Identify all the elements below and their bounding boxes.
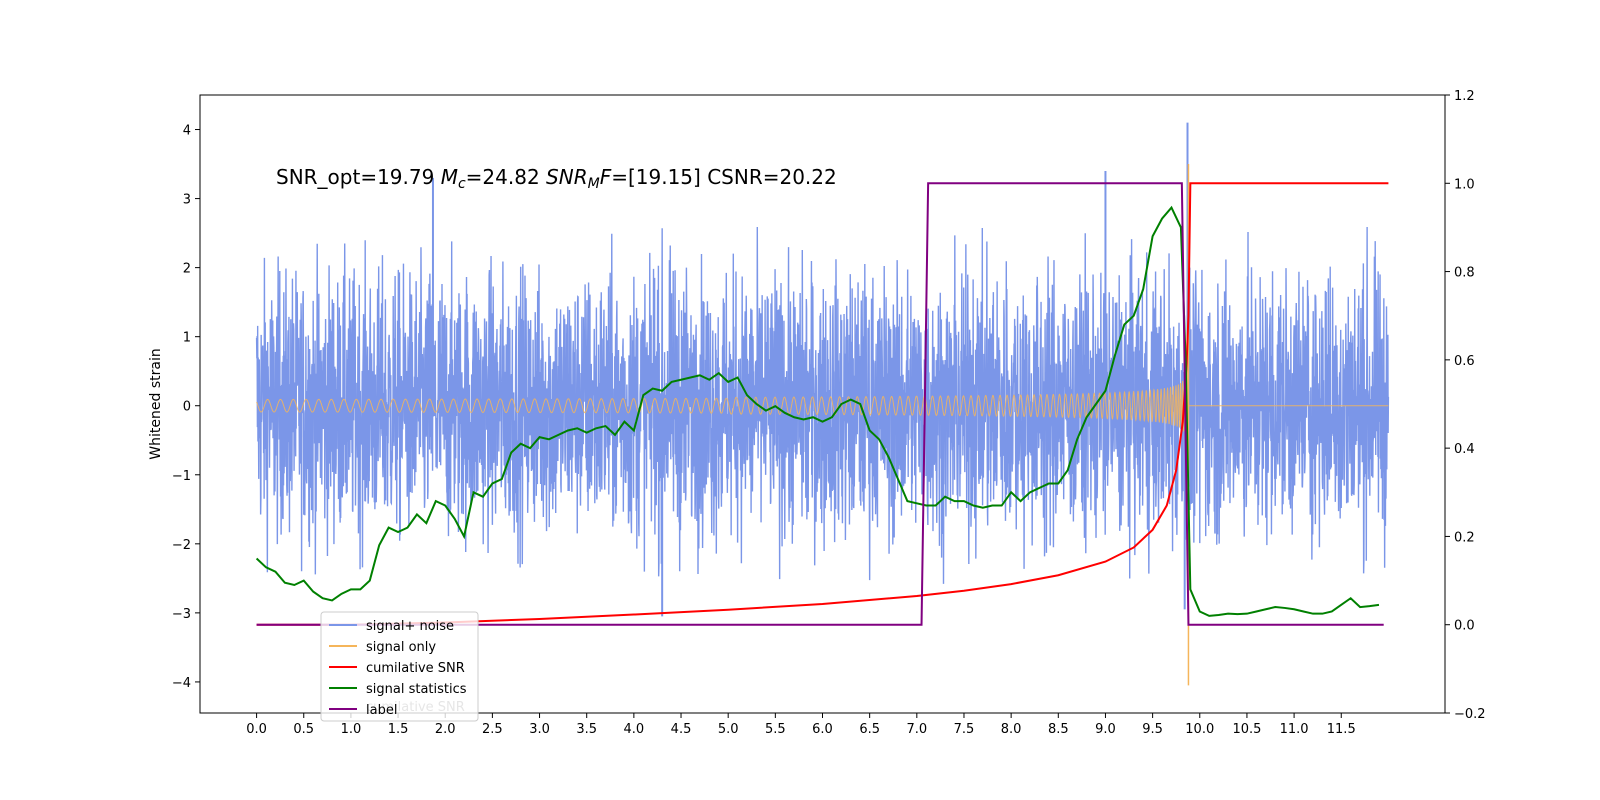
x-tick-label: 0.5 bbox=[293, 722, 314, 737]
snr-annotation: SNR_opt=19.79 Mc=24.82 SNRMF=[19.15] CSN… bbox=[276, 165, 837, 192]
x-tick-label: 11.0 bbox=[1280, 722, 1309, 737]
legend-ghost-text: cumilative SNR bbox=[366, 700, 465, 715]
noise-line bbox=[255, 227, 1390, 584]
legend-label: signal statistics bbox=[366, 682, 467, 697]
y-axis-right: −0.2 0.0 0.2 0.4 0.6 0.8 1.0 1.2 bbox=[1445, 89, 1486, 722]
x-tick-label: 0.0 bbox=[246, 722, 267, 737]
y2-tick-label: −0.2 bbox=[1454, 707, 1486, 722]
x-tick-label: 4.0 bbox=[624, 722, 645, 737]
x-tick-label: 10.5 bbox=[1232, 722, 1261, 737]
legend: cumilative SNR signal+ noise signal only c… bbox=[320, 611, 479, 722]
y2-tick-label: 0.6 bbox=[1454, 354, 1475, 369]
x-tick-label: 10.0 bbox=[1185, 722, 1214, 737]
label-line bbox=[256, 182, 1384, 626]
x-tick-label: 3.5 bbox=[576, 722, 597, 737]
y2-tick-label: 0.2 bbox=[1454, 530, 1475, 545]
x-axis: 0.0 0.5 1.0 1.5 2.0 2.5 3.0 3.5 4.0 4.5 5.0 5.5 6.0 6… bbox=[246, 713, 1356, 737]
y-tick-label: 1 bbox=[183, 331, 191, 346]
y-tick-label: 4 bbox=[183, 124, 191, 139]
x-tick-label: 6.0 bbox=[812, 722, 833, 737]
y2-tick-label: 0.4 bbox=[1454, 442, 1475, 457]
y-tick-label: 0 bbox=[183, 400, 191, 415]
x-tick-label: 1.0 bbox=[341, 722, 362, 737]
y-tick-label: −2 bbox=[172, 538, 191, 553]
x-tick-label: 7.5 bbox=[954, 722, 975, 737]
y2-tick-label: 1.2 bbox=[1454, 89, 1475, 104]
y-tick-label: −3 bbox=[172, 607, 191, 622]
y2-tick-label: 1.0 bbox=[1454, 177, 1475, 192]
y-tick-label: −1 bbox=[172, 469, 191, 484]
x-tick-label: 2.0 bbox=[435, 722, 456, 737]
x-tick-label: 2.5 bbox=[482, 722, 503, 737]
x-tick-label: 8.0 bbox=[1001, 722, 1022, 737]
legend-label: cumilative SNR bbox=[366, 661, 465, 676]
x-tick-label: 9.5 bbox=[1142, 722, 1163, 737]
x-tick-label: 6.5 bbox=[859, 722, 880, 737]
y-tick-label: 2 bbox=[183, 262, 191, 277]
x-tick-label: 4.5 bbox=[671, 722, 692, 737]
signal-statistics-line bbox=[255, 205, 1380, 617]
y-axis-left: −4 −3 −2 −1 0 1 2 3 4 bbox=[172, 124, 200, 691]
x-tick-label: 5.0 bbox=[718, 722, 739, 737]
legend-label: signal+ noise bbox=[366, 619, 454, 634]
x-tick-label: 9.0 bbox=[1095, 722, 1116, 737]
x-tick-label: 7.0 bbox=[906, 722, 927, 737]
y2-tick-label: 0.0 bbox=[1454, 619, 1475, 634]
annotation-part-1: SNR_opt=19.79 bbox=[276, 165, 441, 189]
signal-line bbox=[256, 363, 1389, 455]
x-tick-label: 1.5 bbox=[388, 722, 409, 737]
y-axis-title: Whitened strain bbox=[148, 348, 164, 459]
x-tick-label: 8.5 bbox=[1048, 722, 1069, 737]
y-tick-label: −4 bbox=[172, 676, 191, 691]
x-tick-label: 11.5 bbox=[1327, 722, 1356, 737]
legend-label: label bbox=[366, 703, 397, 718]
legend-box bbox=[320, 611, 479, 722]
x-tick-label: 5.5 bbox=[765, 722, 786, 737]
right-axis-series bbox=[255, 182, 1389, 626]
legend-label: signal only bbox=[366, 640, 436, 655]
y2-tick-label: 0.8 bbox=[1454, 266, 1475, 281]
x-tick-label: 3.0 bbox=[529, 722, 550, 737]
y-tick-label: 3 bbox=[183, 193, 191, 208]
